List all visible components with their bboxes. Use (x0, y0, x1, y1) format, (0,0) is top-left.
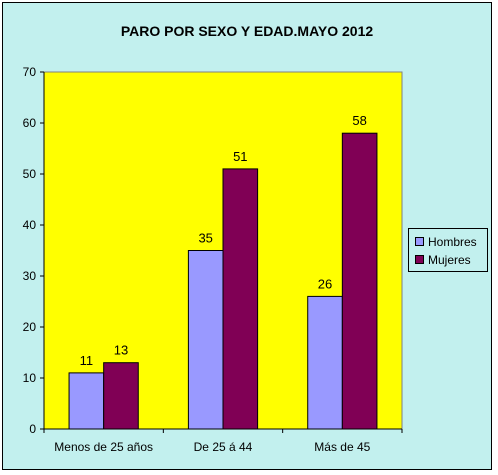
bar-mujeres-1 (222, 168, 259, 430)
y-tick-label: 50 (23, 167, 37, 181)
y-tick-label: 60 (23, 116, 37, 130)
legend-label-hombres: Hombres (428, 235, 477, 249)
legend-label-mujeres: Mujeres (428, 253, 471, 267)
bar-mujeres-0 (103, 362, 139, 430)
chart-title: PARO POR SEXO Y EDAD.MAYO 2012 (120, 23, 374, 39)
legend-swatch-hombres (415, 237, 424, 246)
data-label: 58 (352, 113, 366, 128)
data-label: 13 (114, 343, 128, 358)
data-label: 26 (318, 276, 332, 291)
data-label: 11 (80, 353, 94, 368)
data-label: 35 (198, 231, 212, 246)
bar-mujeres-2 (341, 132, 378, 430)
legend-entry-hombres: Hombres (415, 235, 477, 249)
legend-swatch-mujeres (415, 255, 424, 264)
y-tick-label: 10 (23, 371, 37, 385)
chart-legend: Hombres Mujeres (408, 228, 488, 272)
y-tick-label: 20 (23, 320, 37, 334)
data-label: 51 (233, 149, 247, 164)
x-tick-label: Menos de 25 años (54, 440, 153, 454)
y-tick-label: 70 (23, 65, 37, 79)
x-tick-label: Más de 45 (314, 440, 370, 454)
legend-entry-mujeres: Mujeres (415, 253, 471, 267)
y-tick-label: 0 (29, 422, 36, 436)
bar-hombres-1 (187, 250, 224, 430)
bar-hombres-2 (307, 295, 343, 430)
bar-hombres-0 (68, 372, 105, 430)
y-tick-label: 30 (23, 269, 37, 283)
y-tick-label: 40 (23, 218, 37, 232)
x-tick-label: De 25 á 44 (194, 440, 253, 454)
